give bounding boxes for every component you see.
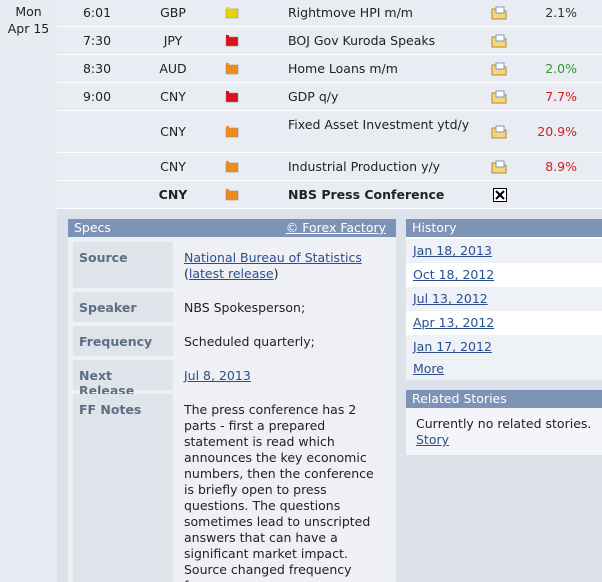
event-list: 6:01 GBP Rightmove HPI m/m 2.1% 7:30 JPY BOJ G… <box>57 0 602 209</box>
event-row: CNY NBS Press Conference <box>57 181 602 209</box>
detail-folder-icon[interactable] <box>491 125 508 139</box>
spec-link[interactable]: Jul 8, 2013 <box>184 368 251 383</box>
spec-value: The press conference has 2 parts - first… <box>178 394 388 582</box>
date-column: Mon Apr 15 <box>0 0 57 582</box>
event-time: 7:30 <box>82 32 112 48</box>
event-row: 7:30 JPY BOJ Gov Kuroda Speaks <box>57 27 602 55</box>
spec-link[interactable]: National Bureau of Statistics <box>184 250 362 265</box>
history-row: Oct 18, 2012 <box>406 263 602 287</box>
date: Apr 15 <box>7 21 50 36</box>
spec-value: NBS Spokesperson; <box>178 292 388 322</box>
history-link[interactable]: Oct 18, 2012 <box>413 267 495 282</box>
specs-panel: Specs © Forex Factory Source National Burea… <box>68 219 396 582</box>
spec-link[interactable]: latest release <box>188 266 274 281</box>
spec-label: FF Notes <box>73 394 173 582</box>
related-title: Related Stories <box>406 390 602 408</box>
detail-folder-icon[interactable] <box>491 160 508 174</box>
spec-text: NBS Spokesperson; <box>184 300 306 315</box>
detail-folder-icon[interactable] <box>491 90 508 104</box>
spec-text: ) <box>273 266 279 281</box>
impact-icon <box>225 62 239 75</box>
event-title: Fixed Asset Investment ytd/y <box>288 117 470 132</box>
event-actual: 8.9% <box>545 158 577 174</box>
history-link[interactable]: Jan 17, 2012 <box>413 339 492 354</box>
spec-label: Next Release <box>73 360 173 398</box>
event-actual: 7.7% <box>545 88 577 104</box>
event-title: Home Loans m/m <box>288 60 398 76</box>
spec-label: Speaker <box>73 292 173 322</box>
related-link[interactable]: Story <box>416 432 450 447</box>
spec-text: Scheduled quarterly; <box>184 334 315 349</box>
history-link[interactable]: Jul 13, 2012 <box>413 291 488 306</box>
event-currency: CNY <box>158 186 188 202</box>
event-currency: CNY <box>160 123 186 139</box>
history-row: More <box>406 359 602 380</box>
event-actual: 2.1% <box>545 5 577 20</box>
specs-credit[interactable]: © Forex Factory <box>285 220 386 235</box>
close-detail-icon[interactable] <box>493 187 507 202</box>
event-time: 6:01 <box>82 5 112 20</box>
event-currency: JPY <box>163 32 183 48</box>
detail-folder-icon[interactable] <box>491 62 508 76</box>
history-row: Jan 17, 2012 <box>406 335 602 359</box>
event-time: 8:30 <box>82 60 112 76</box>
event-currency: CNY <box>160 158 186 174</box>
event-row: 6:01 GBP Rightmove HPI m/m 2.1% <box>57 0 602 27</box>
impact-icon <box>225 90 239 103</box>
event-row: CNY Industrial Production y/y 8.9% <box>57 153 602 181</box>
impact-icon <box>225 34 239 47</box>
detail-folder-icon[interactable] <box>491 6 508 20</box>
spec-text: ( <box>184 266 189 281</box>
history-row: Apr 13, 2012 <box>406 311 602 335</box>
event-title: BOJ Gov Kuroda Speaks <box>288 32 436 48</box>
spec-value: Scheduled quarterly; <box>178 326 388 356</box>
history-row: Jul 13, 2012 <box>406 287 602 311</box>
event-actual: 20.9% <box>537 123 577 139</box>
history-title: History <box>406 219 602 237</box>
event-row: CNY Fixed Asset Investment ytd/y 20.9% <box>57 111 602 153</box>
event-row: 9:00 CNY GDP q/y 7.7% <box>57 83 602 111</box>
history-link[interactable]: Jan 18, 2013 <box>413 243 492 258</box>
history-row: Jan 18, 2013 <box>406 239 602 263</box>
impact-icon <box>225 125 239 138</box>
specs-header: Specs © Forex Factory <box>68 219 396 237</box>
spec-label: Frequency <box>73 326 173 356</box>
specs-title: Specs <box>74 220 111 235</box>
day: Mon <box>15 4 42 19</box>
history-link[interactable]: Apr 13, 2012 <box>413 315 495 330</box>
event-title: Rightmove HPI m/m <box>288 5 413 20</box>
history-more-link[interactable]: More <box>413 361 444 376</box>
related-text: Currently no related stories. <box>416 416 592 431</box>
detail-folder-icon[interactable] <box>491 34 508 48</box>
impact-icon <box>225 7 239 19</box>
spec-text: The press conference has 2 parts - first… <box>184 402 374 582</box>
event-row: 8:30 AUD Home Loans m/m 2.0% <box>57 55 602 83</box>
event-currency: GBP <box>160 5 186 20</box>
event-currency: CNY <box>160 88 186 104</box>
event-actual: 2.0% <box>545 60 577 76</box>
related-panel: Related Stories Currently no related stor… <box>406 390 602 455</box>
event-title: NBS Press Conference <box>288 186 445 202</box>
event-title: GDP q/y <box>288 88 339 104</box>
impact-icon <box>225 160 239 173</box>
spec-value: National Bureau of Statistics (latest rel… <box>178 242 388 288</box>
event-time: 9:00 <box>82 88 112 104</box>
event-currency: AUD <box>159 60 187 76</box>
spec-label: Source <box>73 242 173 288</box>
event-title: Industrial Production y/y <box>288 158 441 174</box>
spec-value: Jul 8, 2013 <box>178 360 388 390</box>
history-panel: History Jan 18, 2013 Oct 18, 2012 Jul 13, 2… <box>406 219 602 380</box>
impact-icon <box>225 188 239 201</box>
